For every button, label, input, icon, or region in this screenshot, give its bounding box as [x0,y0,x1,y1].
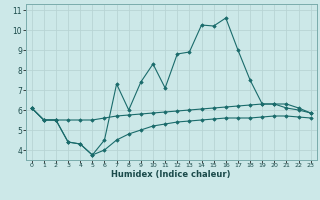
X-axis label: Humidex (Indice chaleur): Humidex (Indice chaleur) [111,170,231,179]
